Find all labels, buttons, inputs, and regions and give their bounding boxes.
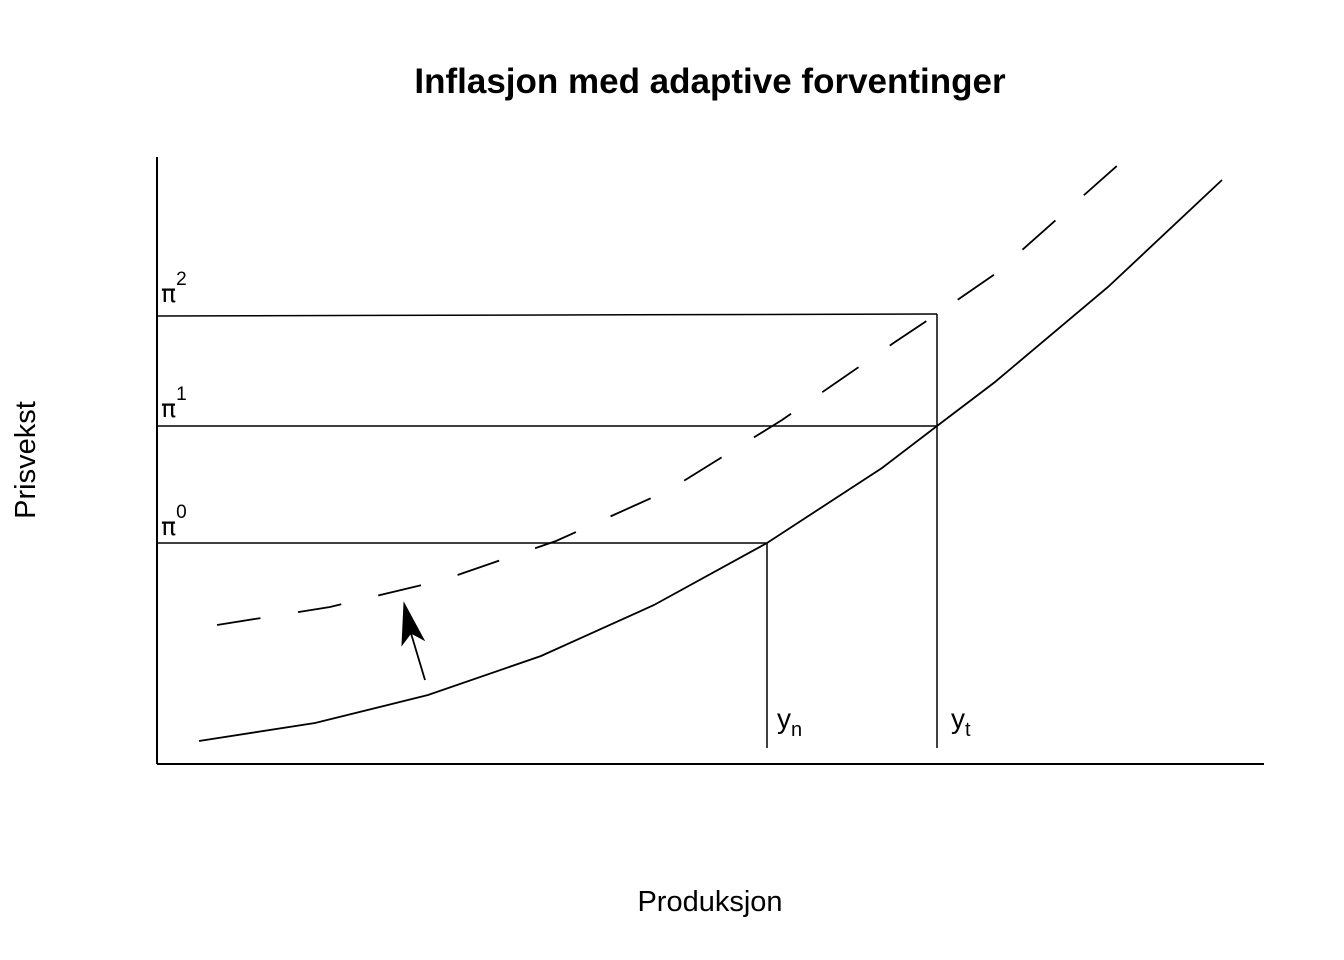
yn-label: yn [777, 703, 802, 741]
phillips-curve-shifted [216, 156, 1128, 626]
pi1-label: π1 [161, 384, 187, 423]
shift-arrow-shaft [409, 629, 426, 681]
phillips-curve-initial [198, 179, 1223, 742]
x-axis-title: Produksjon [637, 886, 782, 918]
pi0-label: π0 [161, 502, 187, 541]
y-axis-title: Prisvekst [10, 401, 42, 519]
pi2-guide-line [156, 313, 938, 317]
shift-arrow-head [401, 601, 426, 647]
pi2-label: π2 [161, 269, 187, 308]
chart-title: Inflasjon med adaptive forventinger [414, 62, 1006, 101]
yt-label: yt [951, 703, 971, 741]
